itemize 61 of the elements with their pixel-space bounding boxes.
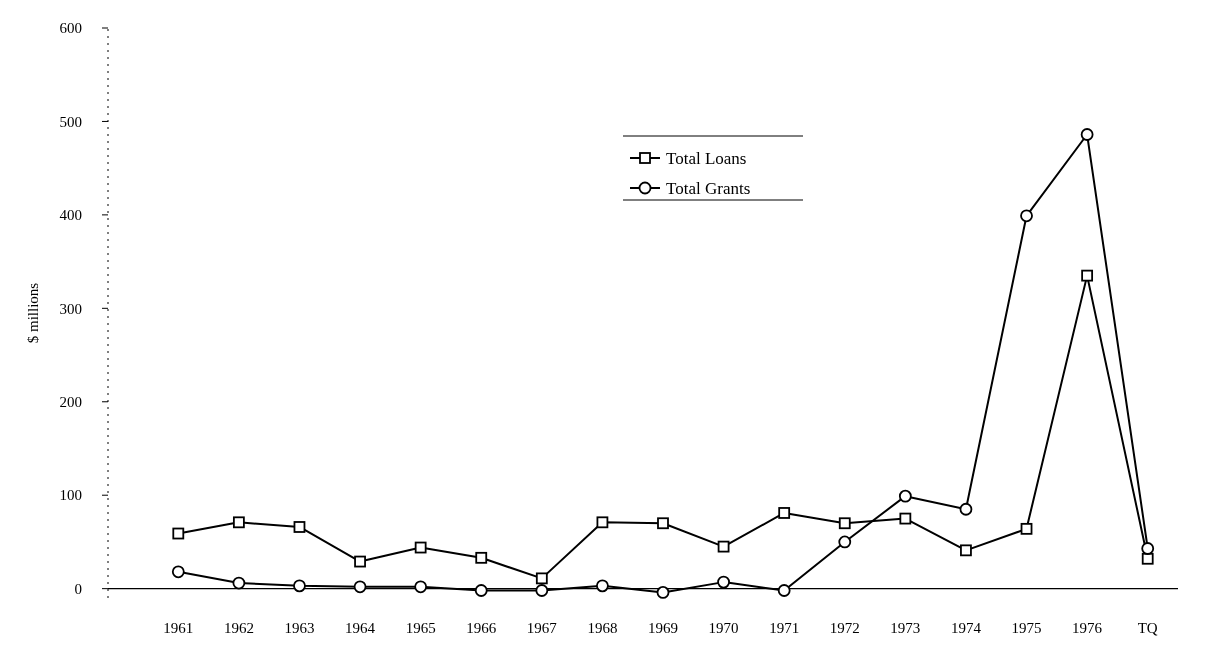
y-tick-label: 500 [59, 113, 82, 130]
x-tick-label: 1961 [163, 620, 194, 636]
point [777, 584, 791, 597]
point [232, 576, 246, 590]
x-tick-label: 1973 [890, 620, 921, 636]
x-tick-label: 1974 [950, 620, 982, 636]
point [172, 527, 185, 540]
point [657, 517, 669, 530]
point [1141, 542, 1155, 555]
point [354, 555, 366, 568]
y-tick-label: 0 [74, 580, 82, 597]
x-tick-label: 1964 [345, 620, 376, 636]
x-tick-label: 1967 [526, 620, 558, 636]
point [1141, 552, 1154, 565]
point [293, 579, 306, 593]
point [596, 579, 609, 593]
legend-label: Total Loans [666, 148, 747, 168]
x-tick-label: 1963 [284, 620, 315, 636]
y-axis-title: $ millions [25, 282, 41, 344]
x-tick-label: 1968 [587, 620, 618, 636]
point [596, 516, 609, 529]
x-tick-label: 1970 [708, 620, 739, 636]
point [898, 489, 912, 503]
point [414, 580, 428, 594]
x-tick-label: 1969 [648, 620, 678, 636]
point [838, 517, 851, 530]
point [1080, 128, 1094, 141]
point [778, 507, 791, 519]
legend-label: Total Grants [666, 178, 751, 198]
y-tick-label: 100 [59, 487, 82, 504]
x-tick-label: 1971 [769, 620, 800, 636]
y-tick-label: 400 [59, 207, 82, 224]
point [474, 584, 488, 597]
point [1081, 269, 1094, 282]
point [475, 551, 488, 564]
y-tick-label: 200 [59, 394, 82, 411]
point [717, 575, 730, 589]
x-tick-label: 1966 [466, 620, 497, 636]
point [414, 541, 427, 554]
point [838, 535, 852, 549]
point [232, 516, 245, 529]
point [535, 572, 548, 585]
point [293, 521, 306, 533]
x-tick-label: TQ [1137, 620, 1158, 636]
x-tick-label: 1976 [1072, 620, 1103, 636]
point [959, 502, 973, 516]
point [899, 512, 912, 525]
y-tick-label: 300 [59, 300, 82, 317]
point [535, 584, 549, 597]
point [171, 565, 185, 579]
point [1020, 209, 1033, 223]
point [1020, 522, 1033, 535]
x-tick-label: 1975 [1011, 620, 1042, 636]
point [353, 580, 367, 594]
point [656, 585, 670, 599]
x-tick-label: 1962 [223, 620, 254, 636]
point [717, 540, 730, 553]
y-tick-label: 600 [59, 20, 82, 37]
x-tick-label: 1965 [405, 620, 436, 636]
point [960, 544, 972, 557]
x-tick-label: 1972 [829, 620, 860, 636]
